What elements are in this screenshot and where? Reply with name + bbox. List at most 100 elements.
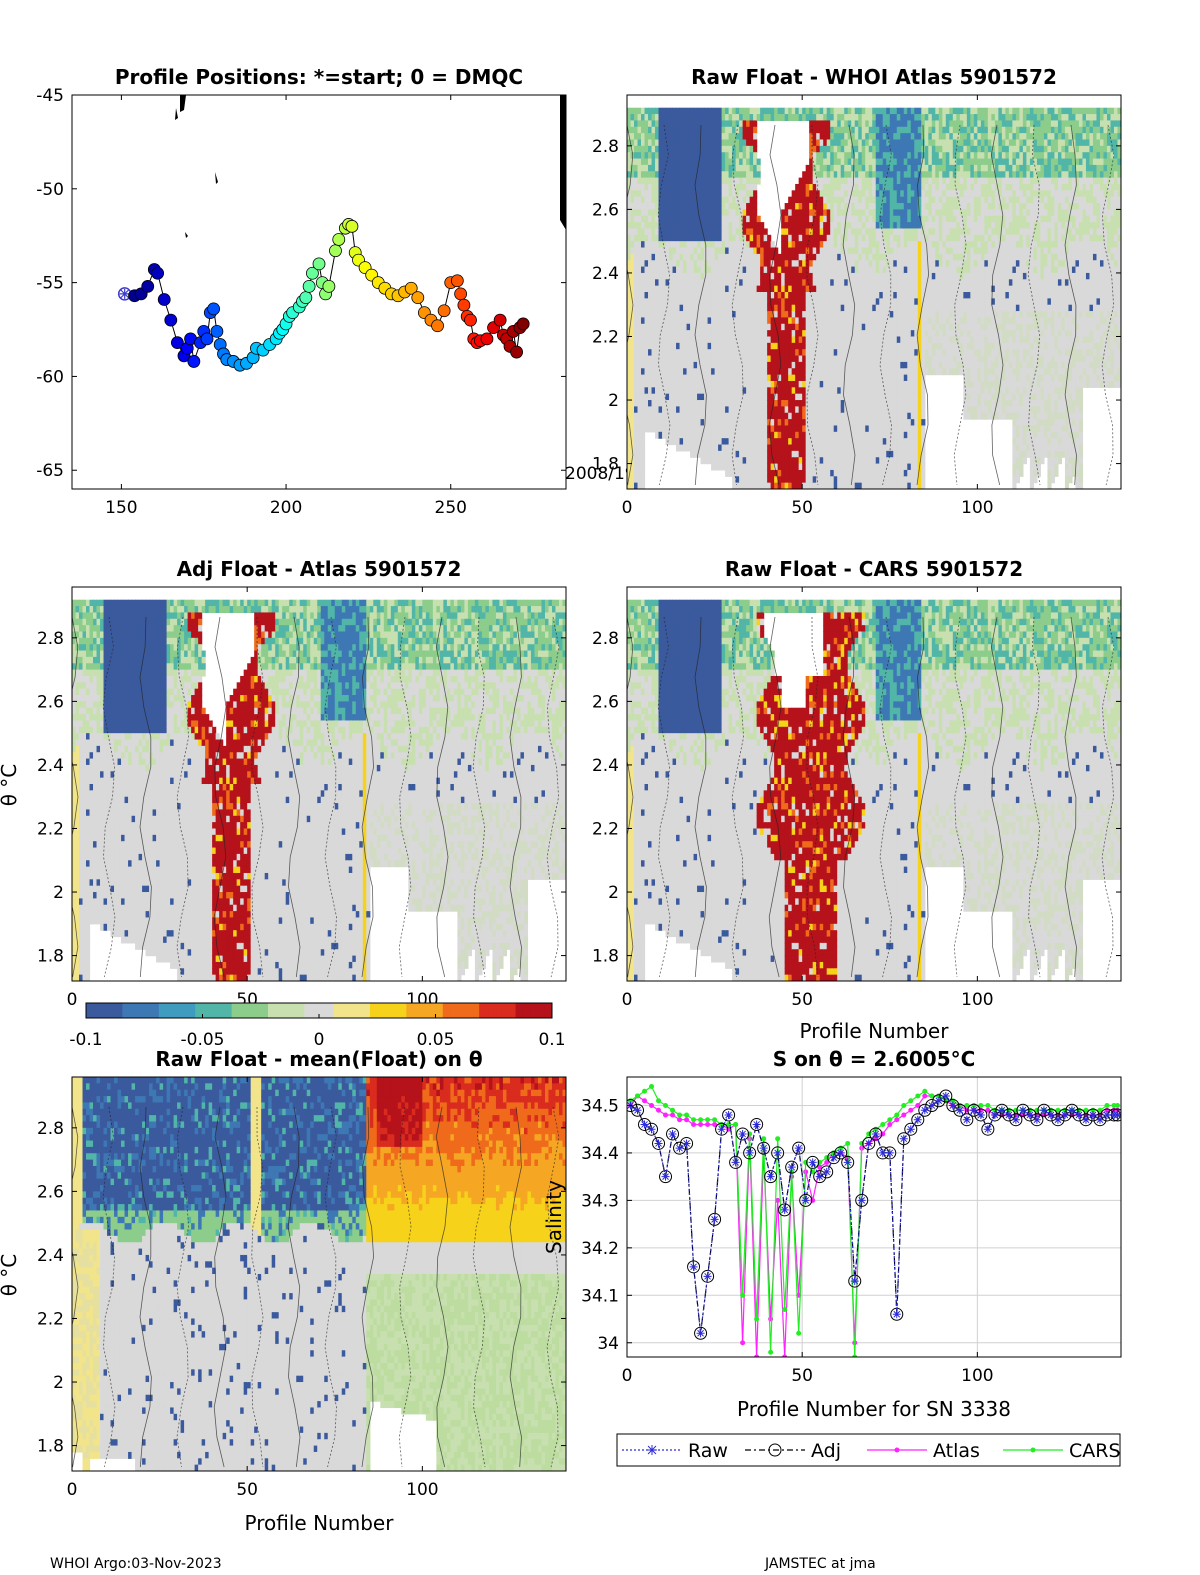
raw-whoi-cell [893,355,898,363]
raw-whoi-cell [903,368,908,376]
raw-whoi-cell [641,317,646,325]
raw-whoi-cell [872,444,877,452]
raw-whoi-cell [896,139,901,147]
raw-whoi-cell [830,279,835,287]
raw-whoi-cell [861,158,866,166]
raw-whoi-cell [704,349,709,357]
raw-whoi-cell [634,171,639,179]
raw-whoi-cell [697,374,702,382]
raw-whoi-cell [700,361,705,369]
raw-whoi-cell [882,253,887,261]
raw-whoi-cell [784,260,789,268]
raw-whoi-cell [651,139,656,147]
raw-whoi-cell [742,450,747,458]
raw-whoi-cell [742,139,747,147]
raw-whoi-cell [707,209,712,217]
raw-whoi-cell [798,425,803,433]
raw-whoi-cell [655,177,660,185]
raw-whoi-cell [774,380,779,388]
raw-whoi-cell [735,253,740,261]
raw-whoi-cell [903,241,908,249]
raw-whoi-cell [648,272,653,280]
raw-whoi-cell [697,361,702,369]
raw-whoi-cell [900,361,905,369]
raw-whoi-cell [686,311,691,319]
raw-whoi-cell [914,171,919,179]
raw-whoi-cell [676,406,681,414]
raw-whoi-cell [889,476,894,484]
raw-whoi-cell [858,279,863,287]
raw-whoi-cell [683,158,688,166]
raw-whoi-cell [837,342,842,350]
raw-whoi-cell [655,152,660,160]
raw-whoi-cell [917,114,922,122]
raw-whoi-cell [641,368,646,376]
raw-whoi-cell [854,380,859,388]
raw-whoi-cell [704,450,709,458]
raw-whoi-cell [721,215,726,223]
raw-whoi-cell [840,279,845,287]
raw-whoi-cell [819,425,824,433]
raw-whoi-cell [847,311,852,319]
raw-whoi-cell [774,317,779,325]
raw-whoi-cell [637,406,642,414]
raw-whoi-cell [812,183,817,191]
raw-whoi-cell [630,368,635,376]
raw-whoi-cell [693,374,698,382]
raw-whoi-cell [725,438,730,446]
raw-whoi-cell [798,203,803,210]
raw-whoi-cell [725,292,730,299]
raw-whoi-cell [865,190,870,198]
raw-whoi-cell [865,171,870,179]
raw-whoi-cell [882,228,887,236]
raw-whoi-cell [868,476,873,484]
raw-whoi-cell [809,425,814,433]
raw-whoi-cell [686,323,691,331]
raw-whoi-cell [781,482,786,489]
raw-whoi-cell [910,355,915,363]
raw-whoi-cell [872,133,877,141]
raw-whoi-cell [781,253,786,261]
raw-whoi-cell [742,393,747,401]
raw-whoi-cell [886,342,891,350]
raw-whoi-cell [711,107,716,115]
raw-whoi-cell [690,311,695,319]
raw-whoi-cell [630,133,635,141]
raw-whoi-cell [917,133,922,141]
raw-whoi-cell [788,476,793,484]
raw-whoi-cell [753,241,758,249]
raw-whoi-cell [924,272,929,280]
raw-whoi-cell [690,412,695,420]
raw-whoi-cell [753,126,758,134]
raw-whoi-cell [795,387,800,395]
raw-whoi-cell [714,342,719,350]
raw-whoi-cell [735,406,740,414]
raw-whoi-cell [812,361,817,369]
raw-whoi-cell [749,266,754,274]
raw-whoi-cell [714,145,719,153]
raw-whoi-cell [637,380,642,388]
raw-whoi-cell [756,279,761,287]
raw-whoi-cell [725,311,730,319]
raw-whoi-cell [830,311,835,319]
raw-whoi-cell [774,374,779,382]
raw-whoi-cell [753,209,758,217]
raw-whoi-cell [707,107,712,115]
raw-whoi-cell [707,317,712,325]
raw-whoi-cell [791,330,796,338]
raw-whoi-cell [858,482,863,489]
raw-whoi-cell [861,349,866,357]
raw-whoi-cell [690,253,695,261]
raw-whoi-cell [795,253,800,261]
raw-whoi-cell [875,126,880,134]
raw-whoi-cell [903,438,908,446]
raw-whoi-cell [770,355,775,363]
raw-whoi-cell [630,126,635,134]
raw-whoi-cell [711,361,716,369]
raw-whoi-cell [735,241,740,249]
raw-whoi-cell [882,380,887,388]
raw-whoi-cell [770,400,775,407]
raw-whoi-cell [847,336,852,344]
raw-whoi-cell [676,266,681,274]
raw-whoi-cell [672,120,677,128]
